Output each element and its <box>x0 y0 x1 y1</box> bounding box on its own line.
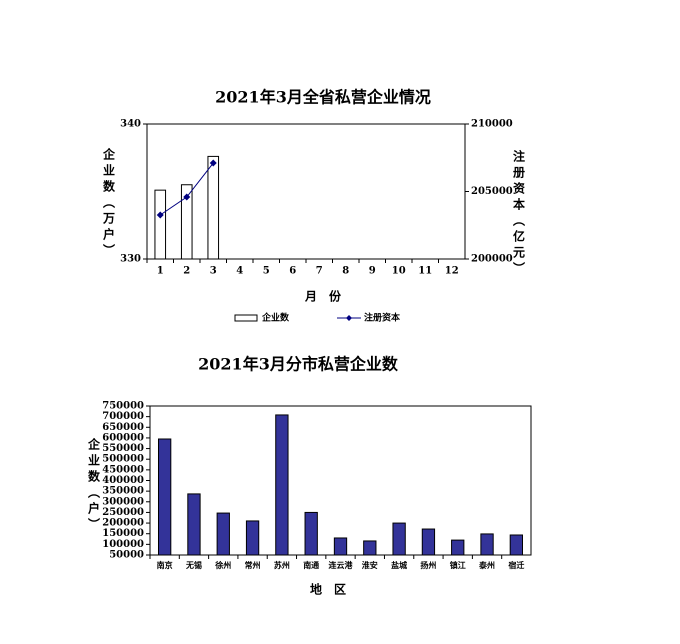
y-tick-label: 330 <box>120 254 141 265</box>
bar <box>451 539 465 556</box>
bar <box>304 511 318 556</box>
x-tick-label: 7 <box>316 266 323 277</box>
x-tick-label: 12 <box>445 266 459 277</box>
y2-tick-label: 210000 <box>471 119 513 130</box>
y-tick-label: 700000 <box>102 411 144 422</box>
x-tick-label: 3 <box>210 266 217 277</box>
y-tick-label: 400000 <box>102 475 144 486</box>
y-tick-label: 600000 <box>102 432 144 443</box>
y-tick-label: 450000 <box>102 464 144 475</box>
y-tick-label: 300000 <box>102 496 144 507</box>
bar <box>363 540 377 556</box>
x-tick-label: 8 <box>342 266 349 277</box>
y-tick-label: 50000 <box>109 550 144 561</box>
x-tick-label: 盐城 <box>391 560 407 570</box>
x-tick-label: 6 <box>289 266 296 277</box>
y-tick-label: 350000 <box>102 486 144 497</box>
x-tick-label: 徐州 <box>214 560 231 570</box>
bar <box>275 414 289 556</box>
chart-title: 2021年3月分市私营企业数 <box>198 355 399 374</box>
x-tick-label: 苏州 <box>274 560 290 570</box>
y-tick-label: 500000 <box>102 454 144 465</box>
bar <box>421 528 436 556</box>
y-tick-label: 100000 <box>102 539 144 550</box>
x-tick-label: 10 <box>392 266 406 277</box>
marker <box>209 159 217 167</box>
x-tick-label: 无锡 <box>185 560 202 570</box>
bar <box>216 512 230 556</box>
bar <box>157 438 172 556</box>
x-tick-label: 9 <box>369 266 376 277</box>
plot-frame <box>146 123 466 260</box>
y-tick-label: 250000 <box>102 507 144 518</box>
y-tick-label: 340 <box>120 119 141 130</box>
marker <box>183 193 191 201</box>
bar <box>392 522 406 556</box>
x-tick-label: 4 <box>236 266 243 277</box>
x-tick-label: 11 <box>418 266 432 277</box>
bar <box>480 533 494 556</box>
x-tick-label: 镇江 <box>450 560 466 570</box>
y2-tick-label: 200000 <box>471 254 513 265</box>
x-tick-label: 宿迁 <box>508 560 524 570</box>
y2-axis-title: 注册资本（亿元） <box>512 149 526 278</box>
x-axis-title: 地 区 <box>310 582 346 597</box>
y-axis-title: 企业数（户） <box>87 437 101 534</box>
x-tick-label: 淮安 <box>362 560 378 570</box>
bar <box>187 493 201 556</box>
bar <box>207 155 220 260</box>
x-tick-label: 连云港 <box>329 560 354 570</box>
bar <box>180 184 193 260</box>
y-axis-title: 企业数（万户） <box>102 147 116 260</box>
x-tick-label: 1 <box>157 266 164 277</box>
legend-label: 注册资本 <box>364 312 401 324</box>
bar <box>509 534 524 556</box>
y-tick-label: 550000 <box>102 443 144 454</box>
bar <box>333 537 348 556</box>
legend-marker <box>346 315 352 321</box>
legend-swatch <box>234 314 258 322</box>
chart-title: 2021年3月全省私营企业情况 <box>215 88 431 107</box>
legend-label: 企业数 <box>261 312 290 324</box>
y-tick-label: 200000 <box>102 518 144 529</box>
plot-frame <box>149 405 532 556</box>
y-tick-label: 750000 <box>102 401 144 412</box>
x-tick-label: 扬州 <box>420 560 436 570</box>
x-tick-label: 常州 <box>245 560 261 570</box>
x-tick-label: 南京 <box>157 560 173 570</box>
x-tick-label: 2 <box>183 266 190 277</box>
x-tick-label: 泰州 <box>478 560 495 570</box>
y2-tick-label: 205000 <box>471 186 513 197</box>
marker <box>156 211 164 219</box>
y-tick-label: 150000 <box>102 528 144 539</box>
y-tick-label: 650000 <box>102 422 144 433</box>
x-axis-title: 月 份 <box>304 289 342 304</box>
x-tick-label: 南通 <box>303 560 319 570</box>
bar <box>154 189 167 260</box>
x-tick-label: 5 <box>263 266 270 277</box>
bar <box>245 520 260 556</box>
